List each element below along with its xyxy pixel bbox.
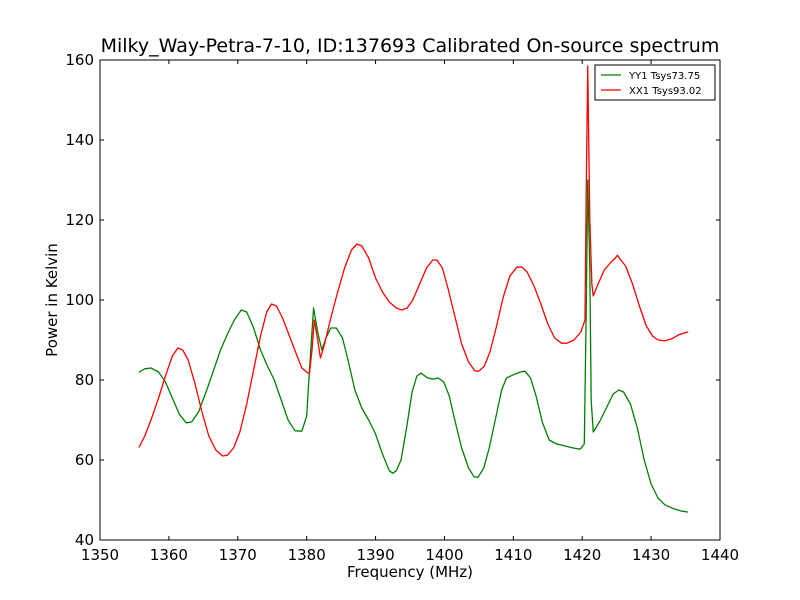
y-tick-label: 80 — [75, 371, 94, 389]
x-tick-label: 1430 — [632, 546, 670, 564]
legend-box — [594, 64, 716, 101]
x-tick-label: 1370 — [219, 546, 257, 564]
y-tick-label: 140 — [65, 131, 94, 149]
plot-area — [100, 60, 720, 540]
x-axis-label: Frequency (MHz) — [347, 563, 473, 581]
chart-title: Milky_Way-Petra-7-10, ID:137693 Calibrat… — [101, 35, 720, 57]
x-tick-label: 1410 — [494, 546, 532, 564]
y-tick-label: 120 — [65, 211, 94, 229]
plot-frame — [99, 59, 721, 541]
y-axis-ticks: 40 60 80 100 120 140 160 — [65, 51, 720, 549]
x-tick-label: 1420 — [563, 546, 601, 564]
x-tick-label: 1390 — [356, 546, 394, 564]
x-tick-label: 1440 — [701, 546, 739, 564]
y-tick-label: 100 — [65, 291, 94, 309]
series-layer — [138, 65, 689, 513]
x-tick-label: 1400 — [425, 546, 463, 564]
series-line-xx1 — [138, 65, 689, 457]
x-tick-label: 1350 — [81, 546, 119, 564]
legend: YY1 Tsys73.75 XX1 Tsys93.02 — [594, 64, 716, 101]
y-tick-label: 40 — [75, 531, 94, 549]
y-axis-label: Power in Kelvin — [43, 243, 61, 357]
x-tick-label: 1380 — [288, 546, 326, 564]
y-tick-label: 60 — [75, 451, 94, 469]
x-axis-ticks: 1350 1360 1370 1380 1390 1400 1410 1420 1430 1440 — [81, 60, 739, 564]
x-tick-label: 1360 — [150, 546, 188, 564]
series-line-yy1 — [138, 179, 689, 513]
legend-label-xx1: XX1 Tsys93.02 — [629, 86, 702, 97]
legend-label-yy1: YY1 Tsys73.75 — [628, 71, 700, 82]
y-tick-label: 160 — [65, 51, 94, 69]
